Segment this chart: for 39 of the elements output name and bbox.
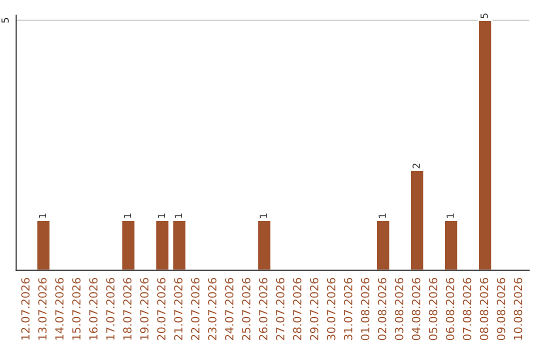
- x-tick-label: 30.07.2026: [326, 278, 336, 340]
- data-label: 1: [446, 214, 454, 218]
- data-label: 2: [412, 164, 420, 168]
- x-tick-label: 27.07.2026: [276, 278, 284, 340]
- x-tick-label: 09.08.2026: [496, 278, 506, 340]
- x-tick-label: 13.07.2026: [38, 278, 47, 340]
- x-tick-label: 07.08.2026: [462, 278, 472, 340]
- x-tick-label: 18.07.2026: [123, 278, 132, 340]
- x-tick-label: 28.07.2026: [293, 278, 302, 340]
- x-tick-label: 24.07.2026: [225, 278, 234, 340]
- x-tick-label: 16.07.2026: [89, 278, 98, 340]
- x-tick-label: 14.07.2026: [55, 278, 64, 340]
- x-tick-label: 22.07.2026: [191, 278, 200, 340]
- x-tick-label: 21.07.2026: [174, 278, 182, 340]
- data-label: 1: [260, 214, 267, 218]
- x-tick-label: 03.08.2026: [394, 278, 404, 340]
- x-tick-label: 26.07.2026: [259, 278, 268, 340]
- data-label: 1: [378, 214, 386, 218]
- x-tick-label: 31.07.2026: [344, 278, 352, 340]
- x-tick-label: 04.08.2026: [412, 278, 420, 340]
- x-tick-label: 25.07.2026: [242, 278, 250, 340]
- x-tick-label: 01.08.2026: [360, 278, 370, 340]
- x-tick-label: 12.07.2026: [21, 278, 30, 340]
- x-tick-label: 19.07.2026: [140, 278, 149, 340]
- data-label: 1: [124, 214, 131, 218]
- x-tick-label: 02.08.2026: [378, 278, 386, 340]
- x-tick-label: 10.08.2026: [514, 278, 522, 340]
- data-label: 1: [174, 214, 182, 218]
- data-label: 1: [158, 214, 165, 218]
- data-label: 5: [480, 14, 488, 18]
- x-tick-label: 17.07.2026: [106, 278, 115, 340]
- data-label: 1: [38, 214, 46, 218]
- x-tick-label: 15.07.2026: [72, 278, 81, 340]
- x-tick-label: 29.07.2026: [310, 278, 318, 340]
- x-tick-label: 06.08.2026: [446, 278, 454, 340]
- x-tick-label: 20.07.2026: [157, 278, 166, 340]
- x-tick-label: 23.07.2026: [208, 278, 216, 340]
- x-tick-label: 08.08.2026: [480, 278, 488, 340]
- x-tick-label: 05.08.2026: [428, 278, 438, 340]
